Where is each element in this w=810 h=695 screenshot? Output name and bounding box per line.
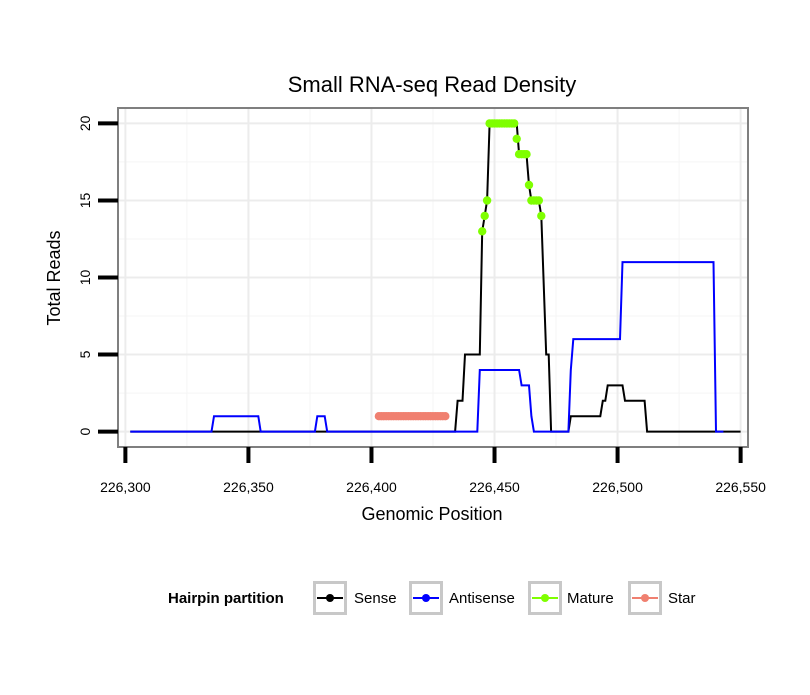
legend-key-point <box>641 594 649 602</box>
x-tick-label: 226,500 <box>592 479 643 495</box>
y-tick-label: 0 <box>77 427 93 435</box>
y-tick-label: 15 <box>77 193 93 209</box>
legend-item-mature: Mature <box>528 581 614 615</box>
y-axis-label: Total Reads <box>44 230 64 325</box>
legend-item-sense: Sense <box>313 581 397 615</box>
x-tick-label: 226,550 <box>715 479 766 495</box>
legend-label: Sense <box>354 590 397 607</box>
y-tick-label: 20 <box>77 115 93 131</box>
axes: 226,300 226,350 226,400 226,450 226,500 226,5… <box>77 107 766 495</box>
x-axis-label: Genomic Position <box>361 504 502 524</box>
legend-item-star: Star <box>628 581 696 615</box>
legend-key-point <box>541 594 549 602</box>
legend-key-point <box>422 594 430 602</box>
y-tick-label: 5 <box>77 350 93 358</box>
x-tick-label: 226,450 <box>469 479 520 495</box>
series-line-antisense <box>130 261 724 433</box>
data-point-mature <box>534 196 543 205</box>
data-point-mature <box>480 211 489 221</box>
series-points <box>374 119 546 421</box>
grid-lines <box>118 108 748 447</box>
x-tick-label: 226,400 <box>346 479 397 495</box>
legend-label: Mature <box>567 590 614 607</box>
data-point-mature <box>478 227 487 236</box>
data-point-mature <box>482 196 492 205</box>
data-point-mature <box>510 119 519 128</box>
legend-title: Hairpin partition <box>168 590 284 607</box>
data-point-star <box>441 412 450 421</box>
x-tick-label: 226,350 <box>223 479 274 495</box>
legend-label: Antisense <box>449 590 515 607</box>
data-point-mature <box>512 134 521 143</box>
chart-title: Small RNA-seq Read Density <box>288 72 577 97</box>
legend-key-point <box>326 594 334 602</box>
y-tick-label: 10 <box>77 270 93 286</box>
data-point-mature <box>522 150 531 159</box>
data-point-mature <box>524 180 534 190</box>
legend-label: Star <box>668 590 696 607</box>
x-tick-label: 226,300 <box>100 479 151 495</box>
legend: Hairpin partition Sense Antisense Mature St… <box>168 581 696 615</box>
data-point-mature <box>537 211 546 221</box>
legend-item-antisense: Antisense <box>409 581 515 615</box>
